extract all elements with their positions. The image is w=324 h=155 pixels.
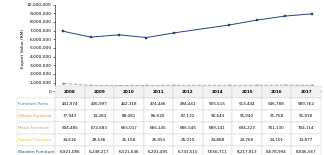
Furniture Parts [145,86,148,88]
Furniture Parts [117,86,121,88]
Metal Furniture [89,84,93,86]
Rattan Furniture [117,90,121,92]
Metal Furniture [62,82,65,84]
Wooden Furniture [117,34,121,36]
Metal Furniture [283,84,287,86]
Metal Furniture [255,84,259,86]
Metal Furniture [117,85,121,86]
Furniture Parts [255,86,259,88]
Metal Furniture [227,84,231,86]
Wooden Furniture [145,37,148,38]
Line: Furniture Parts: Furniture Parts [62,85,314,89]
Furniture Parts [89,86,93,88]
Others Furniture [62,90,65,91]
Rattan Furniture [255,90,259,92]
Others Furniture [255,90,259,91]
Rattan Furniture [89,90,93,92]
Metal Furniture [310,84,314,86]
Rattan Furniture [283,90,287,92]
Metal Furniture [172,84,176,86]
Line: Rattan Furniture: Rattan Furniture [62,90,314,92]
Rattan Furniture [227,90,231,92]
Wooden Furniture [172,32,176,34]
Wooden Furniture [89,36,93,38]
Line: Wooden Furniture: Wooden Furniture [62,12,314,39]
Rattan Furniture [62,90,65,92]
Furniture Parts [283,86,287,87]
Wooden Furniture [227,24,231,26]
Line: Metal Furniture: Metal Furniture [62,82,314,87]
Others Furniture [172,90,176,91]
Furniture Parts [227,86,231,88]
Others Furniture [89,90,93,92]
Rattan Furniture [172,90,176,92]
Line: Others Furniture: Others Furniture [62,89,314,92]
Wooden Furniture [310,13,314,15]
Rattan Furniture [310,90,314,92]
Y-axis label: Export Value (RM): Export Value (RM) [21,28,26,68]
Others Furniture [310,90,314,91]
Others Furniture [227,90,231,91]
Others Furniture [283,90,287,91]
Wooden Furniture [255,19,259,21]
Others Furniture [117,90,121,91]
Furniture Parts [62,86,65,88]
Wooden Furniture [62,30,65,32]
Others Furniture [145,90,148,91]
Furniture Parts [310,85,314,87]
Wooden Furniture [283,15,287,17]
Furniture Parts [172,86,176,88]
Metal Furniture [145,85,148,86]
Rattan Furniture [145,90,148,92]
